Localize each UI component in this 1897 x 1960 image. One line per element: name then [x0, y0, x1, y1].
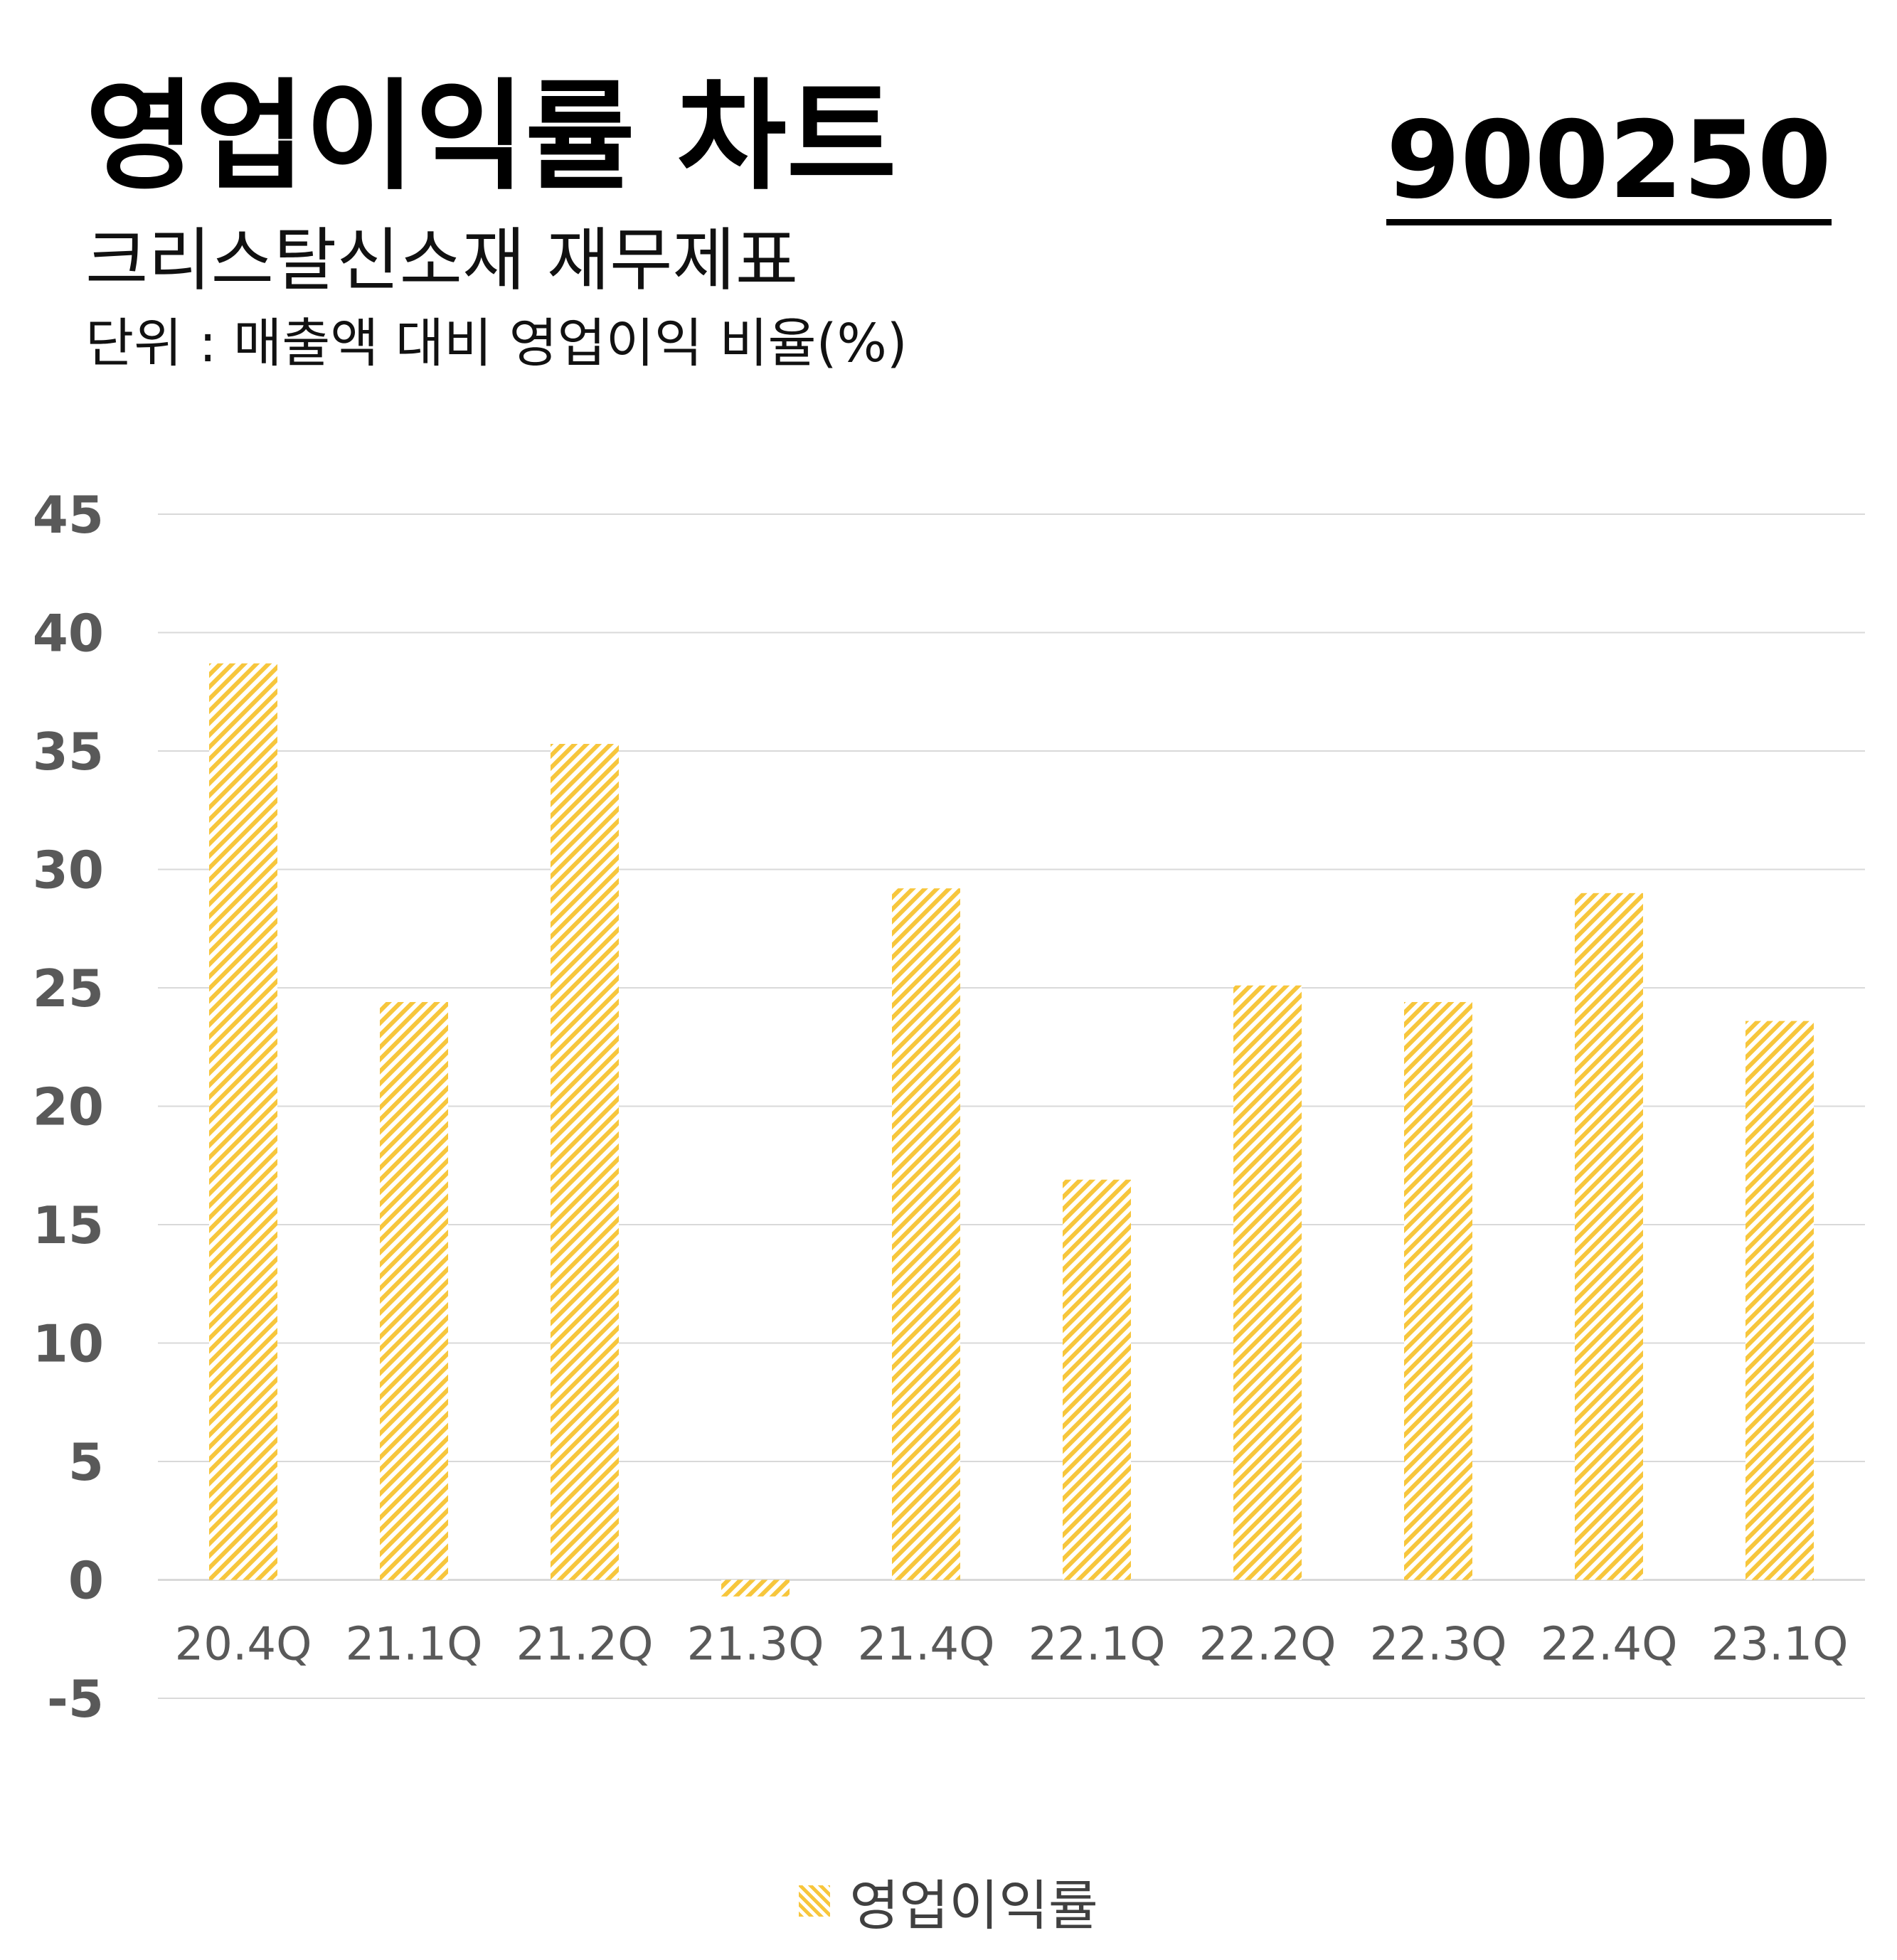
x-category-label: 21.1Q — [346, 1619, 483, 1671]
x-category-label: 22.3Q — [1370, 1619, 1507, 1671]
x-category-label: 23.1Q — [1711, 1619, 1849, 1671]
bar-21.3Q — [721, 1580, 790, 1597]
y-tick-label: 15 — [33, 1195, 104, 1255]
y-tick-label: 20 — [33, 1077, 104, 1137]
x-category-label: 22.1Q — [1029, 1619, 1166, 1671]
company-subtitle: 크리스탈신소재 재무제표 — [85, 220, 799, 300]
y-tick-label: 40 — [33, 604, 104, 664]
y-tick-label: -5 — [47, 1669, 104, 1729]
bar-21.2Q — [551, 744, 619, 1580]
chart-title: 영업이익률 차트 — [85, 67, 897, 206]
bar-23.1Q — [1745, 1021, 1814, 1580]
x-category-label: 20.4Q — [175, 1619, 312, 1671]
legend: 영업이익률 — [0, 1862, 1897, 1940]
bar-20.4Q — [209, 663, 277, 1580]
x-axis-labels: 20.4Q 21.1Q 21.2Q 21.3Q 21.4Q 22.1Q 22.2Q 22.3Q… — [175, 1619, 1849, 1671]
y-axis-ticks: -5 0 5 10 15 20 25 30 35 40 45 — [33, 485, 104, 1729]
bar-22.2Q — [1233, 985, 1302, 1580]
stock-code: 900250 — [1386, 105, 1832, 225]
y-tick-label: 45 — [33, 485, 104, 545]
x-category-label: 21.2Q — [516, 1619, 654, 1671]
x-category-label: 22.2Q — [1199, 1619, 1337, 1671]
x-category-label: 21.4Q — [858, 1619, 995, 1671]
y-tick-label: 35 — [33, 722, 104, 782]
y-tick-label: 30 — [33, 841, 104, 900]
x-category-label: 22.4Q — [1541, 1619, 1678, 1671]
bar-21.1Q — [380, 1001, 448, 1580]
y-tick-label: 10 — [33, 1314, 104, 1374]
y-tick-label: 0 — [68, 1551, 104, 1611]
bar-21.4Q — [892, 888, 960, 1580]
bar-22.4Q — [1575, 893, 1643, 1580]
y-tick-label: 25 — [33, 959, 104, 1018]
x-category-label: 21.3Q — [687, 1619, 824, 1671]
legend-label: 영업이익률 — [849, 1874, 1098, 1937]
bars — [209, 663, 1814, 1597]
bar-22.1Q — [1063, 1179, 1131, 1580]
bar-22.3Q — [1404, 1001, 1472, 1580]
legend-swatch — [799, 1885, 831, 1917]
unit-label: 단위 : 매출액 대비 영업이익 비율(%) — [85, 313, 908, 374]
y-tick-label: 5 — [68, 1432, 104, 1492]
